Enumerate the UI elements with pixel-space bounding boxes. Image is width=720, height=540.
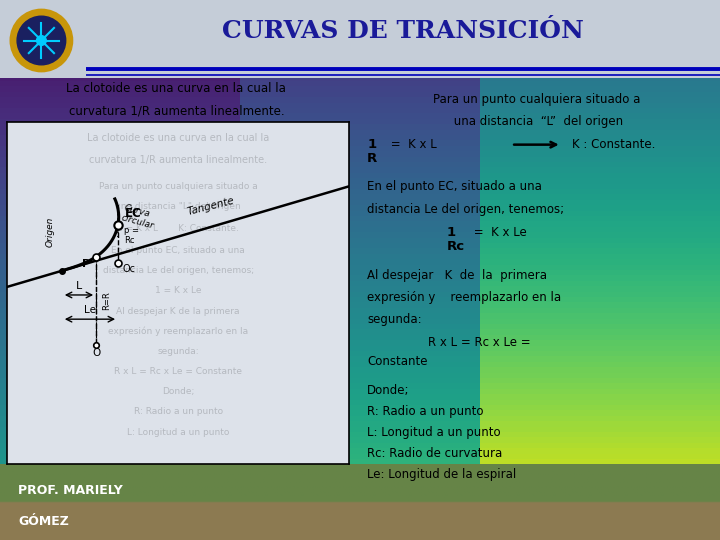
Text: Le: Le [84, 305, 96, 315]
Text: R x L = Rc x Le = Constante: R x L = Rc x Le = Constante [114, 367, 242, 376]
Text: expresión y    reemplazarlo en la: expresión y reemplazarlo en la [367, 291, 562, 304]
Text: O: O [92, 348, 100, 357]
Text: curvatura 1/R aumenta linealmente.: curvatura 1/R aumenta linealmente. [89, 155, 267, 165]
Text: GÓMEZ: GÓMEZ [18, 515, 69, 528]
Text: Para un punto cualquiera situado a: Para un punto cualquiera situado a [433, 92, 640, 105]
Text: K : Constante.: K : Constante. [572, 138, 656, 151]
Text: Donde;: Donde; [367, 383, 410, 396]
Text: L: L [76, 281, 82, 291]
Text: =  K x Le: = K x Le [469, 226, 526, 239]
Text: Donde;: Donde; [162, 387, 194, 396]
Text: Origen: Origen [45, 216, 55, 247]
Text: PROF. MARIELY: PROF. MARIELY [18, 484, 122, 497]
Text: La clotoide es una curva en la cual la: La clotoide es una curva en la cual la [66, 82, 287, 95]
Text: En el punto EC, situado a una: En el punto EC, situado a una [112, 246, 245, 255]
Text: Oc: Oc [122, 264, 135, 274]
Circle shape [12, 11, 71, 70]
Text: R: R [367, 152, 377, 165]
Text: Rc: Rc [446, 240, 464, 253]
Text: L: Longitud a un punto: L: Longitud a un punto [127, 428, 230, 437]
Text: 1: 1 [446, 226, 456, 239]
Bar [0, 0, 720, 78]
Text: expresión y reemplazarlo en la: expresión y reemplazarlo en la [108, 327, 248, 336]
Text: distancia Le del origen, tenemos;: distancia Le del origen, tenemos; [367, 202, 564, 215]
Text: P: P [81, 259, 90, 269]
Text: una distancia  “L”  del origen: una distancia “L” del origen [450, 114, 623, 128]
Text: p =
Rc: p = Rc [124, 226, 139, 246]
Text: R x L = Rc x Le =: R x L = Rc x Le = [428, 335, 531, 349]
Text: La clotoide es una curva en la cual la: La clotoide es una curva en la cual la [87, 133, 269, 143]
Text: En el punto EC, situado a una: En el punto EC, situado a una [367, 180, 542, 193]
Circle shape [37, 36, 46, 45]
Text: Rc: Radio de curvatura: Rc: Radio de curvatura [367, 447, 503, 460]
Text: una distancia "L" del origen: una distancia "L" del origen [115, 202, 241, 211]
Text: 1 = K x L       K: Constante.: 1 = K x L K: Constante. [117, 224, 239, 233]
Text: segunda:: segunda: [158, 347, 199, 356]
Text: R=R: R=R [102, 292, 111, 310]
Text: Para un punto cualquiera situado a: Para un punto cualquiera situado a [99, 181, 258, 191]
Text: Al despejar   K  de  la  primera: Al despejar K de la primera [367, 269, 547, 282]
Text: EC: EC [125, 207, 142, 220]
Text: Le: Longitud de la espiral: Le: Longitud de la espiral [367, 468, 516, 481]
Text: 1: 1 [367, 138, 377, 151]
Text: segunda:: segunda: [367, 313, 422, 326]
Text: Tangente: Tangente [186, 195, 236, 217]
Circle shape [17, 16, 66, 65]
Text: Curva
circular: Curva circular [120, 203, 158, 231]
Text: Constante: Constante [367, 355, 428, 368]
Text: L: Longitud a un punto: L: Longitud a un punto [367, 426, 501, 438]
Text: curvatura 1/R aumenta linealmente.: curvatura 1/R aumenta linealmente. [68, 104, 284, 117]
Text: 1 = K x Le: 1 = K x Le [155, 286, 202, 295]
Text: distancia Le del origen, tenemos;: distancia Le del origen, tenemos; [103, 266, 253, 275]
Text: CURVAS DE TRANSICIÓN: CURVAS DE TRANSICIÓN [222, 19, 584, 43]
Text: R: Radio a un punto: R: Radio a un punto [134, 408, 222, 416]
Text: Al despejar K de la primera: Al despejar K de la primera [117, 307, 240, 315]
Text: R: Radio a un punto: R: Radio a un punto [367, 404, 484, 417]
Text: =  K x L: = K x L [387, 138, 437, 151]
